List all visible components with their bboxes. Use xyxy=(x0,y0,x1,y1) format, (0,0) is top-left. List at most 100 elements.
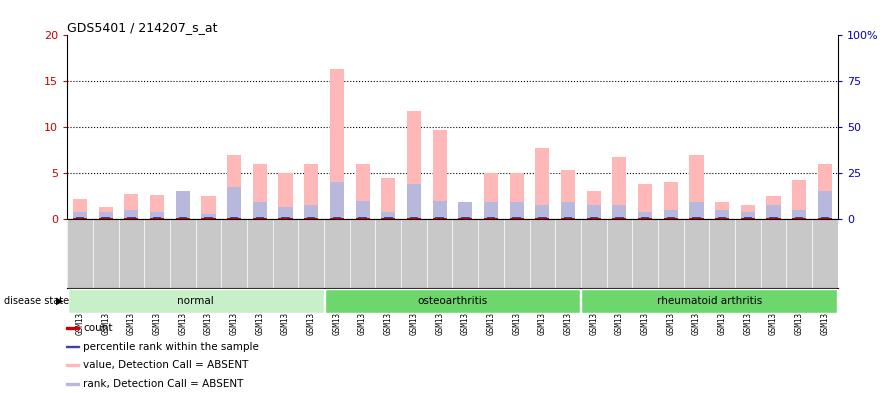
Bar xyxy=(304,218,318,219)
Bar xyxy=(587,218,601,219)
Bar xyxy=(513,217,521,218)
Bar xyxy=(253,202,267,219)
Text: percentile rank within the sample: percentile rank within the sample xyxy=(83,342,259,351)
Bar xyxy=(99,207,113,219)
Bar xyxy=(770,217,778,218)
Bar xyxy=(715,202,729,219)
Bar xyxy=(741,213,755,219)
Bar xyxy=(73,218,87,219)
Bar xyxy=(332,217,341,218)
Bar xyxy=(561,202,575,219)
Bar xyxy=(99,218,113,219)
Bar xyxy=(535,218,549,219)
Bar xyxy=(281,217,289,218)
Bar xyxy=(73,199,87,219)
Bar xyxy=(535,148,549,219)
Bar xyxy=(279,173,293,219)
Bar xyxy=(227,155,241,219)
Bar xyxy=(356,200,370,219)
Bar xyxy=(715,210,729,219)
Bar xyxy=(435,217,444,218)
Text: normal: normal xyxy=(177,296,214,305)
Bar xyxy=(66,364,80,366)
Bar xyxy=(638,211,652,219)
Bar xyxy=(381,213,395,219)
Bar xyxy=(821,217,829,218)
Bar xyxy=(66,383,80,385)
Bar xyxy=(255,217,264,218)
Bar xyxy=(689,155,703,219)
Bar xyxy=(433,200,447,219)
Bar xyxy=(356,218,370,219)
Text: ▶: ▶ xyxy=(56,296,64,306)
Bar xyxy=(66,345,80,347)
Bar xyxy=(510,218,524,219)
Bar xyxy=(612,156,626,219)
Bar xyxy=(150,195,164,219)
Bar xyxy=(150,218,164,219)
Bar xyxy=(202,196,216,219)
Bar xyxy=(356,164,370,219)
Bar xyxy=(409,217,418,218)
Bar xyxy=(792,210,806,219)
Bar xyxy=(484,218,498,219)
Bar xyxy=(381,178,395,219)
Text: rank, Detection Call = ABSENT: rank, Detection Call = ABSENT xyxy=(83,379,244,389)
Bar xyxy=(458,202,472,219)
Bar xyxy=(718,217,727,218)
Bar xyxy=(204,217,212,218)
Bar xyxy=(153,217,161,218)
Bar xyxy=(433,130,447,219)
Bar xyxy=(73,211,87,219)
Bar xyxy=(461,217,470,218)
Bar xyxy=(279,207,293,219)
Bar xyxy=(230,217,238,218)
Bar xyxy=(253,164,267,219)
Bar xyxy=(538,217,547,218)
Bar xyxy=(667,217,675,218)
Bar xyxy=(176,195,190,219)
Bar xyxy=(279,218,293,219)
Bar xyxy=(638,184,652,219)
Bar xyxy=(612,205,626,219)
Bar xyxy=(689,202,703,219)
Text: rheumatoid arthritis: rheumatoid arthritis xyxy=(657,296,762,305)
FancyBboxPatch shape xyxy=(68,289,323,313)
Bar xyxy=(590,217,598,218)
Bar xyxy=(487,217,495,218)
Bar xyxy=(744,217,752,218)
Bar xyxy=(358,217,366,218)
Bar xyxy=(664,182,678,219)
Bar xyxy=(795,217,804,218)
Bar xyxy=(304,164,318,219)
Bar xyxy=(664,218,678,219)
Bar xyxy=(66,327,80,329)
Bar xyxy=(510,202,524,219)
Bar xyxy=(407,218,421,219)
Bar xyxy=(792,180,806,219)
Bar xyxy=(587,205,601,219)
Bar xyxy=(818,191,832,219)
Bar xyxy=(818,218,832,219)
Bar xyxy=(227,218,241,219)
Bar xyxy=(227,187,241,219)
Bar xyxy=(253,218,267,219)
Text: value, Detection Call = ABSENT: value, Detection Call = ABSENT xyxy=(83,360,249,370)
Bar xyxy=(641,217,650,218)
Bar xyxy=(202,218,216,219)
Bar xyxy=(587,191,601,219)
Bar xyxy=(407,110,421,219)
Bar xyxy=(638,218,652,219)
Bar xyxy=(693,217,701,218)
Bar xyxy=(715,218,729,219)
Bar xyxy=(818,164,832,219)
Bar xyxy=(178,217,187,218)
Bar xyxy=(612,218,626,219)
Bar xyxy=(304,205,318,219)
Bar xyxy=(125,210,139,219)
Bar xyxy=(330,182,344,219)
Bar xyxy=(616,217,624,218)
Text: GDS5401 / 214207_s_at: GDS5401 / 214207_s_at xyxy=(67,21,218,34)
Bar xyxy=(458,205,472,219)
Text: disease state: disease state xyxy=(4,296,70,306)
